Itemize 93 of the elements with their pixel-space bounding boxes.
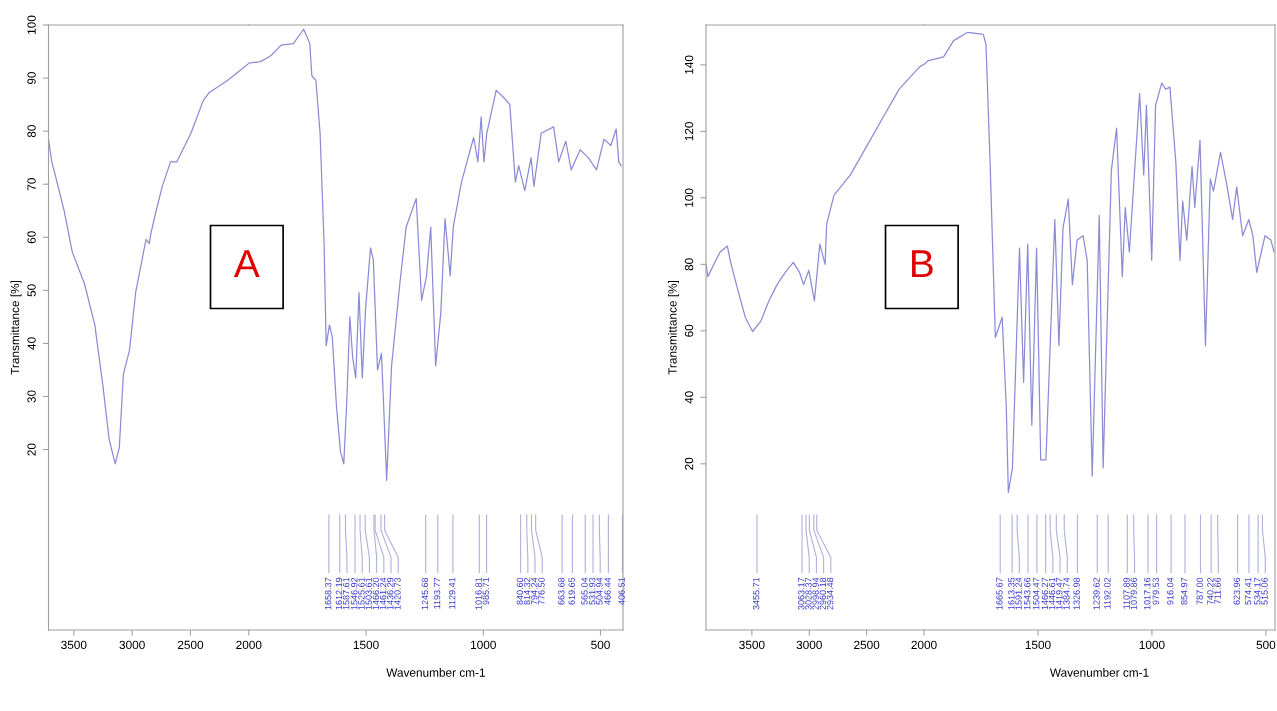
annotation: B bbox=[912, 250, 933, 278]
x-tick-label: 2000 bbox=[236, 640, 262, 650]
annotation: 406.51 bbox=[618, 577, 625, 605]
y-tick-label: 20 bbox=[27, 443, 36, 456]
y-tick-label: 90 bbox=[27, 71, 36, 85]
annotation: 1543.66 bbox=[1024, 577, 1031, 610]
annotation: 1466.20 bbox=[372, 577, 380, 610]
y-tick-label: 70 bbox=[27, 178, 36, 191]
y-tick-label: 80 bbox=[684, 258, 694, 271]
x-tick-label: 500 bbox=[591, 640, 610, 650]
annotation: 623.96 bbox=[1233, 577, 1241, 605]
annotation: 1017.16 bbox=[1144, 577, 1151, 610]
annotation: 1546.92 bbox=[351, 577, 358, 610]
y-tick-label: 40 bbox=[684, 391, 694, 404]
annotation: 2934.48 bbox=[826, 577, 834, 610]
annotation: 787.00 bbox=[1196, 577, 1203, 605]
annotation: 1613.35 bbox=[1008, 577, 1015, 610]
annotation: 1665.67 bbox=[996, 577, 1003, 610]
annotation: 1192.02 bbox=[1104, 577, 1111, 609]
annotation: 740.22 bbox=[1207, 577, 1214, 605]
annotation: 504.94 bbox=[596, 577, 603, 605]
x-tick-label: 3000 bbox=[119, 640, 145, 650]
y-tick-label: 100 bbox=[684, 188, 694, 207]
y-tick-label: 60 bbox=[27, 231, 36, 244]
annotation: 1107.89 bbox=[1123, 577, 1130, 609]
annotation: 565.04 bbox=[581, 577, 588, 605]
y-tick-label: 60 bbox=[684, 324, 694, 337]
annotation: 1436.29 bbox=[387, 577, 394, 610]
annotation: 3063.17 bbox=[798, 577, 805, 610]
annotation: 1193.77 bbox=[433, 577, 441, 609]
annotation: 1587.61 bbox=[342, 577, 350, 610]
y-axis-title: Transmittance [%] bbox=[668, 280, 680, 375]
annotation: 1504.47 bbox=[1032, 577, 1040, 610]
annotation: 534.17 bbox=[1254, 577, 1261, 605]
annotation: 1461.24 bbox=[379, 577, 387, 610]
annotation: 776.50 bbox=[538, 577, 545, 605]
annotation: 1466.27 bbox=[1041, 577, 1049, 610]
y-tick-label: 80 bbox=[27, 125, 36, 138]
x-tick-label: 1000 bbox=[1139, 640, 1165, 650]
y-tick-label: 30 bbox=[27, 390, 36, 403]
annotation: 794.24 bbox=[531, 577, 538, 605]
x-axis-title: Wavenumber cm-1 bbox=[1049, 668, 1149, 677]
y-tick-label: 120 bbox=[684, 121, 694, 141]
annotation: 979.53 bbox=[1152, 577, 1160, 605]
annotation: 1658.37 bbox=[324, 577, 332, 610]
annotation: 3028.37 bbox=[805, 577, 812, 610]
annotation: 1612.19 bbox=[335, 577, 343, 610]
annotation: 574.41 bbox=[1245, 577, 1252, 605]
annotation: 531.93 bbox=[589, 577, 596, 605]
x-tick-label: 500 bbox=[1256, 640, 1276, 650]
annotation: 1245.68 bbox=[421, 577, 429, 610]
annotation: 985.71 bbox=[482, 577, 490, 605]
y-tick-label: 50 bbox=[27, 284, 36, 297]
x-tick-label: 2000 bbox=[911, 640, 937, 650]
annotation: 854.97 bbox=[1181, 577, 1188, 605]
annotation: 1384.74 bbox=[1063, 577, 1070, 610]
y-tick-label: 100 bbox=[27, 15, 36, 34]
annotation: 1420.73 bbox=[394, 577, 401, 610]
annotation: 1591.24 bbox=[1015, 577, 1022, 610]
annotation: 3455.71 bbox=[753, 577, 760, 610]
annotation: 2960.18 bbox=[819, 577, 827, 610]
x-tick-label: 2500 bbox=[177, 640, 204, 650]
y-tick-label: 20 bbox=[684, 457, 694, 470]
annotation: 1016.81 bbox=[475, 577, 482, 610]
x-tick-label: 1500 bbox=[1025, 640, 1051, 650]
annotation: 1326.98 bbox=[1073, 577, 1080, 610]
y-tick-label: 140 bbox=[684, 55, 694, 74]
annotation: 840.60 bbox=[516, 577, 524, 605]
annotation: A bbox=[233, 250, 260, 278]
annotation: 814.32 bbox=[523, 577, 531, 605]
annotation: 711.66 bbox=[1214, 577, 1221, 604]
annotation: 1446.61 bbox=[1048, 577, 1056, 610]
x-axis-title: Wavenumber cm-1 bbox=[386, 668, 485, 677]
x-tick-label: 3500 bbox=[61, 640, 87, 650]
y-tick-label: 40 bbox=[27, 337, 36, 350]
annotation: 466.44 bbox=[604, 577, 611, 605]
annotation: 1129.41 bbox=[448, 577, 456, 609]
x-tick-label: 3000 bbox=[796, 640, 822, 650]
annotation: 663.68 bbox=[558, 577, 565, 605]
annotation: 1525.61 bbox=[358, 577, 365, 610]
annotation: 1419.47 bbox=[1056, 577, 1063, 610]
x-tick-label: 3500 bbox=[739, 640, 765, 650]
x-tick-label: 1500 bbox=[353, 640, 379, 650]
annotation: 515.06 bbox=[1261, 577, 1268, 605]
annotation: 1239.62 bbox=[1093, 577, 1100, 610]
annotation: 619.65 bbox=[568, 577, 575, 605]
x-tick-label: 1000 bbox=[471, 640, 496, 650]
y-axis-title: Transmittance [%] bbox=[10, 280, 22, 375]
annotation: 916.04 bbox=[1167, 577, 1174, 605]
annotation: 1079.86 bbox=[1130, 577, 1137, 610]
annotation: 1503.61 bbox=[365, 577, 372, 610]
x-tick-label: 2500 bbox=[854, 640, 880, 650]
annotation: 2998.94 bbox=[812, 577, 819, 610]
